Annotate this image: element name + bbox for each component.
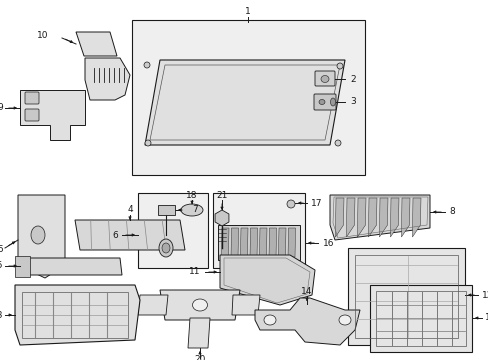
Polygon shape — [138, 295, 168, 315]
Ellipse shape — [192, 299, 207, 311]
Polygon shape — [187, 318, 209, 348]
Polygon shape — [379, 198, 387, 237]
Ellipse shape — [318, 99, 325, 104]
Text: 11: 11 — [188, 267, 200, 276]
Polygon shape — [259, 228, 266, 257]
Text: 12: 12 — [481, 291, 488, 300]
Polygon shape — [76, 32, 117, 56]
Text: 19: 19 — [484, 314, 488, 323]
Text: 20: 20 — [194, 355, 205, 360]
Polygon shape — [368, 198, 376, 237]
Polygon shape — [20, 258, 122, 275]
Polygon shape — [335, 198, 343, 237]
Ellipse shape — [338, 315, 350, 325]
Text: 3: 3 — [349, 98, 355, 107]
Polygon shape — [268, 228, 276, 257]
Bar — [158, 205, 175, 215]
Ellipse shape — [143, 62, 150, 68]
Polygon shape — [230, 228, 238, 257]
FancyBboxPatch shape — [313, 94, 335, 110]
Ellipse shape — [330, 98, 335, 106]
Bar — [22, 292, 128, 338]
Polygon shape — [15, 285, 140, 345]
Text: 14: 14 — [301, 288, 312, 297]
Polygon shape — [278, 228, 285, 257]
Ellipse shape — [264, 315, 275, 325]
Polygon shape — [254, 298, 359, 345]
Polygon shape — [329, 195, 429, 240]
Text: 4: 4 — [127, 206, 133, 215]
Polygon shape — [160, 290, 240, 320]
Polygon shape — [412, 198, 420, 237]
Polygon shape — [18, 195, 65, 278]
Bar — [375, 291, 465, 346]
Polygon shape — [346, 198, 354, 237]
Text: 10: 10 — [37, 31, 48, 40]
Polygon shape — [357, 198, 365, 237]
Ellipse shape — [286, 200, 294, 208]
Text: 8: 8 — [448, 207, 454, 216]
Polygon shape — [369, 285, 471, 352]
Bar — [138, 193, 207, 268]
Text: 15: 15 — [0, 261, 3, 270]
Ellipse shape — [31, 226, 45, 244]
Polygon shape — [249, 228, 257, 257]
Polygon shape — [85, 58, 130, 100]
Polygon shape — [287, 228, 295, 257]
Text: 7: 7 — [192, 206, 197, 215]
FancyBboxPatch shape — [25, 109, 39, 121]
Ellipse shape — [162, 243, 170, 253]
Ellipse shape — [145, 140, 151, 146]
Polygon shape — [401, 198, 409, 237]
Text: 6: 6 — [112, 230, 118, 239]
Bar — [354, 255, 457, 338]
Polygon shape — [145, 60, 345, 145]
Polygon shape — [240, 228, 247, 257]
Ellipse shape — [336, 63, 342, 69]
Ellipse shape — [320, 76, 328, 82]
Text: 17: 17 — [310, 198, 322, 207]
FancyBboxPatch shape — [25, 92, 39, 104]
Polygon shape — [390, 198, 398, 237]
Ellipse shape — [159, 239, 173, 257]
Polygon shape — [218, 225, 299, 260]
Text: 9: 9 — [0, 104, 3, 112]
Text: 18: 18 — [186, 192, 197, 201]
Polygon shape — [221, 228, 228, 257]
Text: 21: 21 — [216, 192, 227, 201]
Polygon shape — [231, 295, 260, 315]
Text: 13: 13 — [0, 310, 3, 320]
Bar — [15, 256, 30, 277]
Text: 5: 5 — [0, 246, 3, 255]
Ellipse shape — [334, 140, 340, 146]
Bar — [132, 20, 364, 175]
Ellipse shape — [181, 204, 203, 216]
Polygon shape — [75, 220, 184, 250]
Polygon shape — [347, 248, 464, 345]
Text: 1: 1 — [244, 8, 250, 17]
Bar — [213, 193, 305, 268]
FancyBboxPatch shape — [314, 71, 334, 86]
Polygon shape — [220, 255, 314, 305]
Polygon shape — [20, 90, 85, 140]
Text: 2: 2 — [349, 75, 355, 84]
Text: 16: 16 — [323, 238, 334, 248]
